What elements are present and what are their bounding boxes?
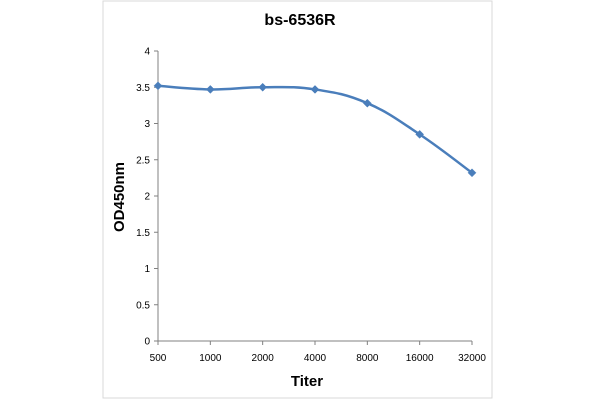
data-point-marker [258, 82, 268, 92]
y-tick-label: 2 [144, 192, 150, 203]
data-point-marker [205, 85, 215, 94]
y-tick-label: 3 [144, 119, 150, 130]
y-axis-label: OD450nm [111, 162, 128, 232]
x-tick-label: 16000 [406, 353, 434, 364]
x-tick-label: 2000 [252, 353, 275, 364]
data-point-marker [415, 130, 425, 139]
data-point-marker [467, 168, 477, 178]
y-axis-ticks: 0 0.5 1 1.5 2 2.5 3 3.5 4 [136, 47, 158, 348]
x-tick-label: 1000 [199, 353, 222, 364]
data-point-marker [310, 85, 320, 94]
y-tick-label: 4 [144, 47, 150, 58]
x-axis-ticks: 500 1000 2000 4000 8000 16000 32000 [150, 341, 486, 364]
x-tick-label: 32000 [458, 353, 486, 364]
chart-outer-border [102, 0, 493, 399]
data-point-marker [362, 98, 372, 108]
x-axis-label: Titer [291, 373, 323, 390]
y-tick-label: 0.5 [136, 300, 150, 311]
data-point-marker [153, 81, 163, 91]
y-tick-label: 1.5 [136, 228, 150, 239]
y-tick-label: 1 [144, 264, 150, 275]
x-tick-label: 4000 [304, 353, 327, 364]
y-tick-label: 0 [144, 337, 150, 348]
chart-title: bs-6536R [264, 12, 336, 29]
series-layer [153, 81, 477, 178]
y-tick-label: 3.5 [136, 83, 150, 94]
y-tick-label: 2.5 [136, 155, 150, 166]
x-tick-label: 8000 [356, 353, 379, 364]
x-tick-label: 500 [150, 353, 167, 364]
